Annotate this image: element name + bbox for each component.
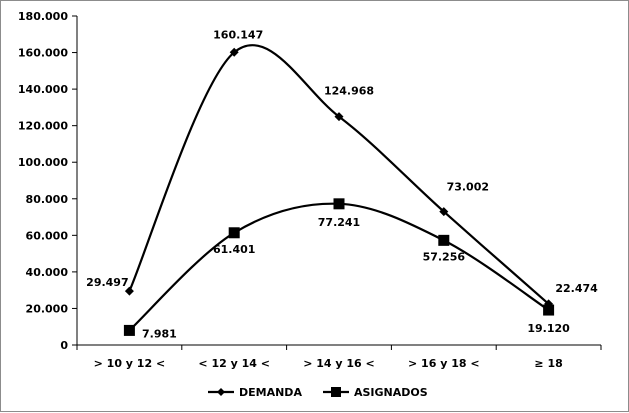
y-tick-label: 120.000 (18, 120, 68, 133)
y-axis-ticks: 0 20.000 40.000 60.000 80.000 100.000 120.000 1… (18, 10, 77, 352)
data-point (439, 207, 449, 217)
data-label: 57.256 (423, 250, 466, 263)
y-tick-label: 100.000 (18, 156, 68, 169)
data-label: 61.401 (213, 243, 255, 256)
legend-label: ASIGNADOS (354, 386, 428, 399)
data-label: 124.968 (324, 85, 374, 98)
data-point (543, 304, 555, 316)
x-tick-label: ≥ 18 (534, 357, 562, 370)
y-tick-label: 40.000 (26, 266, 69, 279)
axes (76, 16, 601, 346)
legend: DEMANDA ASIGNADOS (208, 386, 428, 399)
data-label: 22.474 (555, 282, 598, 295)
legend-label: DEMANDA (239, 386, 302, 399)
legend-marker (331, 387, 341, 397)
x-tick-label: > 16 y 18 < (408, 357, 480, 370)
y-tick-label: 60.000 (26, 229, 69, 242)
data-label: 29.497 (86, 276, 128, 289)
data-label: 19.120 (527, 322, 570, 335)
data-point (228, 227, 240, 239)
data-label: 73.002 (447, 181, 489, 194)
x-tick-label: < 12 y 14 < (198, 357, 270, 370)
data-label: 160.147 (213, 28, 263, 41)
legend-item-asignados: ASIGNADOS (323, 386, 428, 399)
data-point (123, 324, 135, 336)
y-tick-label: 0 (60, 339, 68, 352)
y-tick-label: 180.000 (18, 10, 68, 23)
data-label: 7.981 (142, 327, 177, 340)
y-tick-label: 80.000 (26, 193, 69, 206)
data-point (334, 112, 344, 122)
x-tick-label: > 10 y 12 < (94, 357, 166, 370)
data-point (333, 198, 345, 210)
y-tick-label: 20.000 (26, 302, 69, 315)
series-asignados: 7.981 61.401 77.241 57.256 19.120 (123, 198, 570, 340)
y-tick-label: 160.000 (18, 47, 68, 60)
data-label: 77.241 (318, 216, 360, 229)
legend-item-demanda: DEMANDA (208, 386, 302, 399)
y-tick-label: 140.000 (18, 83, 68, 96)
data-point (438, 234, 450, 246)
data-point (229, 47, 239, 57)
series-line (128, 44, 550, 305)
legend-marker (217, 388, 225, 396)
x-axis-ticks: > 10 y 12 < < 12 y 14 < > 14 y 16 < > 16 y … (76, 345, 602, 370)
x-tick-label: > 14 y 16 < (303, 357, 375, 370)
series-demanda: 29.497 160.147 124.968 73.002 22.474 (86, 28, 598, 309)
series-group: 29.497 160.147 124.968 73.002 22.474 7.981 61.… (86, 28, 598, 340)
data-point (124, 286, 134, 296)
